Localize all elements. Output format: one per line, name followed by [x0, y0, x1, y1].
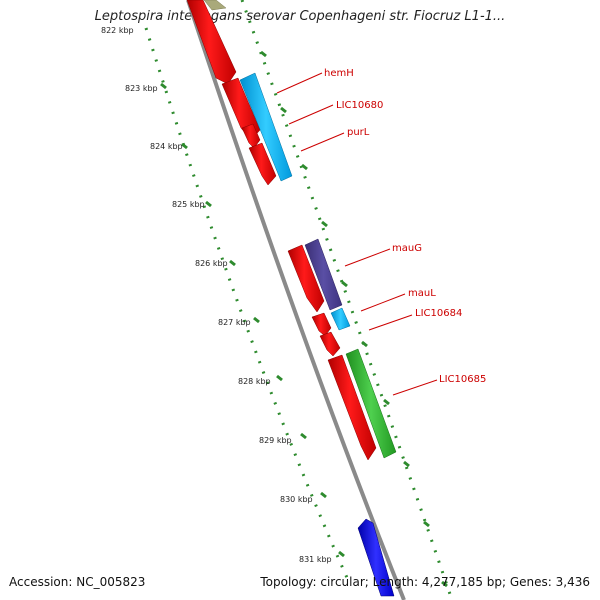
ruler-label: 828 kbp: [238, 377, 271, 386]
ruler-label: 823 kbp: [125, 84, 158, 93]
gene-arrow[interactable]: [287, 244, 325, 313]
ruler-dots-left: [144, 27, 350, 581]
ruler-labels: 822 kbp 823 kbp 824 kbp 825 kbp 826 kbp …: [101, 26, 332, 564]
forward-genes: [186, 0, 377, 461]
ruler-label: 824 kbp: [150, 142, 183, 151]
gene-label-lic10680[interactable]: LIC10680: [336, 100, 383, 111]
gene-purple-maug[interactable]: [304, 238, 343, 311]
ruler-label: 826 kbp: [195, 259, 228, 268]
gene-cyan-lic10680[interactable]: [239, 72, 293, 182]
genome-summary: Topology: circular; Length: 4,277,185 bp…: [260, 575, 590, 589]
gene-label-lic10685[interactable]: LIC10685: [439, 374, 486, 385]
gene-arrow[interactable]: [248, 142, 277, 186]
label-leaders: [276, 72, 438, 396]
gene-label-lic10684[interactable]: LIC10684: [415, 308, 462, 319]
ruler-label: 830 kbp: [280, 495, 313, 504]
genome-backbone: [186, 0, 406, 600]
gene-arrow[interactable]: [186, 0, 237, 85]
accession-text: Accession: NC_005823: [9, 575, 146, 589]
gene-blue[interactable]: [357, 518, 395, 597]
gene-labels: hemH LIC10680 purL mauG mauL LIC10684 LI…: [324, 68, 486, 385]
gene-label-hemh[interactable]: hemH: [324, 68, 354, 79]
ruler-ticks-right: [260, 50, 448, 588]
gene-label-maug[interactable]: mauG: [392, 243, 422, 254]
ruler-label: 825 kbp: [172, 200, 205, 209]
gene-label-purl[interactable]: purL: [347, 127, 370, 138]
gene-green-lic10685[interactable]: [345, 348, 397, 459]
ruler-label: 822 kbp: [101, 26, 134, 35]
gene-arrow[interactable]: [327, 354, 377, 461]
ruler-dots-right: [240, 0, 454, 600]
gene-arrow[interactable]: [311, 312, 332, 337]
ruler-label: 829 kbp: [259, 436, 292, 445]
gene-label-maul[interactable]: mauL: [408, 288, 436, 299]
gene-arrow[interactable]: [319, 331, 341, 357]
ruler-label: 827 kbp: [218, 318, 251, 327]
gene-olive[interactable]: [203, 0, 227, 11]
ruler-ticks-left: [160, 82, 345, 558]
gene-cyan-maul[interactable]: [330, 307, 351, 331]
ruler-label: 831 kbp: [299, 555, 332, 564]
gene-arrow[interactable]: [241, 123, 261, 149]
